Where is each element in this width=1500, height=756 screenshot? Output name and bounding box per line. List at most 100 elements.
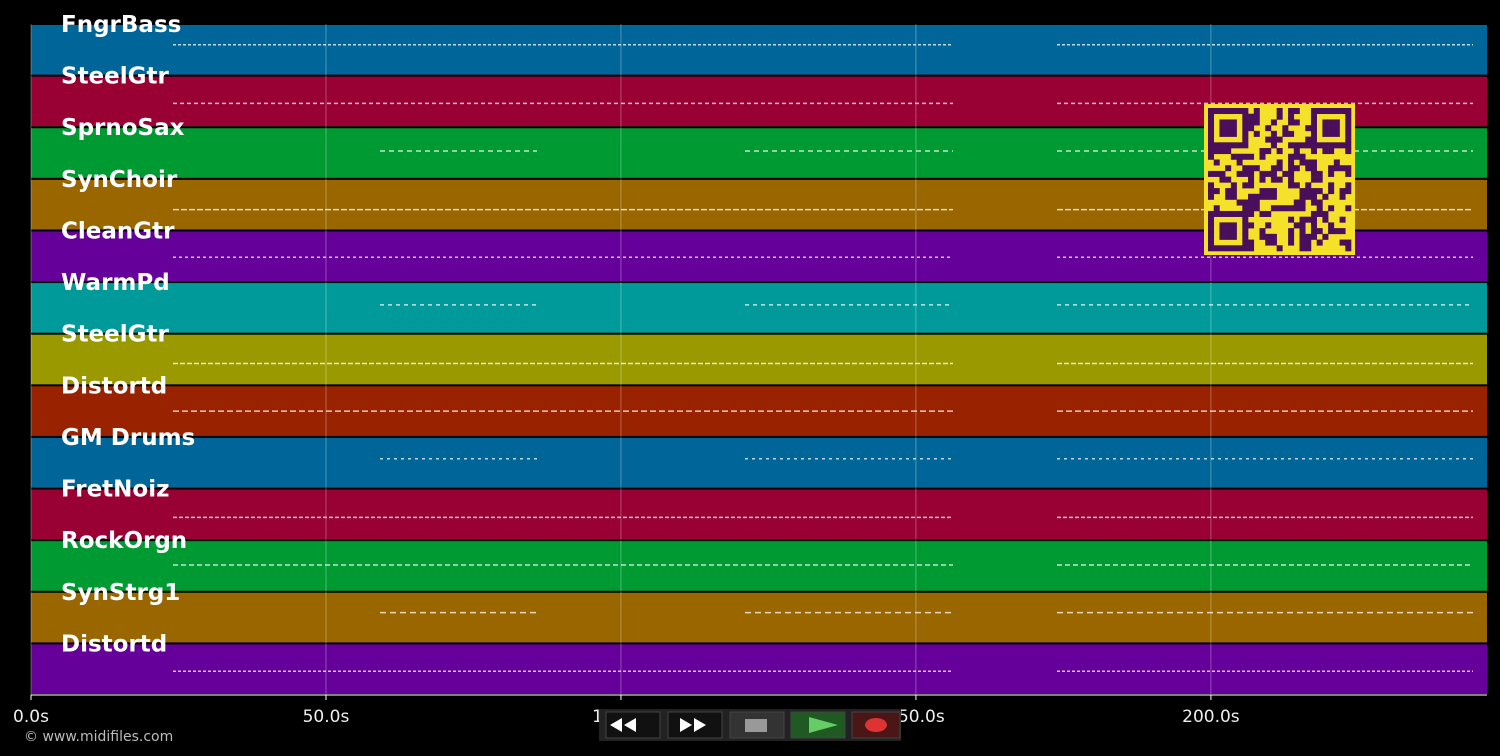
qr-cell bbox=[1259, 228, 1266, 235]
qr-cell bbox=[1208, 245, 1215, 252]
qr-cell bbox=[1248, 205, 1255, 212]
qr-cell bbox=[1345, 119, 1352, 126]
qr-cell bbox=[1305, 216, 1312, 223]
track-band bbox=[31, 25, 1487, 75]
qr-cell bbox=[1219, 108, 1226, 115]
qr-cell bbox=[1339, 216, 1346, 223]
play-button[interactable] bbox=[790, 711, 846, 739]
qr-cell bbox=[1219, 125, 1226, 132]
qr-cell bbox=[1219, 245, 1226, 252]
qr-cell bbox=[1208, 113, 1215, 120]
qr-cell bbox=[1328, 142, 1335, 149]
qr-cell bbox=[1219, 176, 1226, 183]
qr-cell bbox=[1208, 228, 1215, 235]
qr-cell bbox=[1328, 182, 1335, 189]
qr-cell bbox=[1276, 176, 1283, 183]
qr-cell bbox=[1345, 239, 1352, 246]
qr-cell bbox=[1345, 245, 1352, 252]
track-band bbox=[31, 437, 1487, 488]
qr-cell bbox=[1322, 216, 1329, 223]
forward-button[interactable] bbox=[667, 711, 723, 739]
qr-cell bbox=[1322, 142, 1329, 149]
qr-cell bbox=[1310, 188, 1317, 195]
qr-cell bbox=[1322, 210, 1329, 217]
stop-button[interactable] bbox=[729, 711, 785, 739]
qr-cell bbox=[1310, 222, 1317, 229]
qr-cell bbox=[1328, 119, 1335, 126]
qr-cell bbox=[1265, 239, 1272, 246]
qr-cell bbox=[1310, 113, 1317, 120]
qr-cell bbox=[1282, 130, 1289, 137]
qr-cell bbox=[1299, 199, 1306, 206]
qr-cell bbox=[1305, 165, 1312, 172]
qr-cell bbox=[1339, 165, 1346, 172]
track-band bbox=[31, 334, 1487, 385]
qr-cell bbox=[1276, 136, 1283, 143]
track-name: SteelGtr bbox=[61, 64, 170, 90]
rewind-button[interactable] bbox=[605, 711, 661, 739]
qr-cell bbox=[1305, 125, 1312, 132]
qr-cell bbox=[1305, 159, 1312, 166]
qr-cell bbox=[1293, 182, 1300, 189]
qr-cell bbox=[1208, 182, 1215, 189]
grid bbox=[30, 24, 1212, 695]
qr-cell bbox=[1242, 130, 1249, 137]
qr-cell bbox=[1288, 153, 1295, 160]
qr-cell bbox=[1345, 142, 1352, 149]
qr-cell bbox=[1345, 188, 1352, 195]
qr-code bbox=[1204, 104, 1355, 255]
qr-cell bbox=[1293, 222, 1300, 229]
qr-cell bbox=[1208, 136, 1215, 143]
track-band bbox=[31, 489, 1487, 540]
qr-cell bbox=[1316, 188, 1323, 195]
qr-cell bbox=[1208, 153, 1215, 160]
qr-cell bbox=[1248, 176, 1255, 183]
qr-cell bbox=[1276, 165, 1283, 172]
x-tick-label: 50.0s bbox=[303, 707, 350, 727]
track-band bbox=[31, 541, 1487, 591]
qr-cell bbox=[1288, 216, 1295, 223]
qr-cell bbox=[1253, 193, 1260, 200]
record-button[interactable] bbox=[851, 711, 901, 739]
qr-cell bbox=[1225, 130, 1232, 137]
qr-cell bbox=[1310, 216, 1317, 223]
track-name: RockOrgn bbox=[61, 528, 187, 554]
qr-cell bbox=[1259, 153, 1266, 160]
qr-cell bbox=[1270, 142, 1277, 149]
icon bbox=[610, 718, 636, 732]
track-name: SynChoir bbox=[61, 167, 178, 193]
qr-cell bbox=[1322, 108, 1329, 115]
qr-cell bbox=[1322, 193, 1329, 200]
qr-cell bbox=[1328, 188, 1335, 195]
qr-cell bbox=[1248, 113, 1255, 120]
track-name: SynStrg1 bbox=[61, 580, 180, 606]
qr-cell bbox=[1242, 170, 1249, 177]
qr-cell bbox=[1305, 142, 1312, 149]
qr-cell bbox=[1242, 210, 1249, 217]
qr-cell bbox=[1339, 188, 1346, 195]
qr-cell bbox=[1213, 210, 1220, 217]
track-name: CleanGtr bbox=[61, 218, 175, 244]
qr-cell bbox=[1299, 188, 1306, 195]
qr-cell bbox=[1299, 228, 1306, 235]
qr-cell bbox=[1213, 170, 1220, 177]
qr-cell bbox=[1230, 119, 1237, 126]
qr-cell bbox=[1299, 222, 1306, 229]
qr-cell bbox=[1236, 159, 1243, 166]
qr-cell bbox=[1219, 130, 1226, 137]
qr-cell bbox=[1293, 199, 1300, 206]
qr-cell bbox=[1270, 239, 1277, 246]
qr-cell bbox=[1345, 165, 1352, 172]
qr-cell bbox=[1225, 119, 1232, 126]
qr-cell bbox=[1299, 245, 1306, 252]
qr-cell bbox=[1265, 136, 1272, 143]
qr-cell bbox=[1270, 233, 1277, 240]
qr-cell bbox=[1328, 170, 1335, 177]
qr-cell bbox=[1253, 205, 1260, 212]
qr-cell bbox=[1345, 148, 1352, 155]
button bbox=[851, 711, 901, 739]
qr-cell bbox=[1213, 159, 1220, 166]
qr-cell bbox=[1345, 136, 1352, 143]
qr-cell bbox=[1310, 199, 1317, 206]
qr-cell bbox=[1270, 205, 1277, 212]
